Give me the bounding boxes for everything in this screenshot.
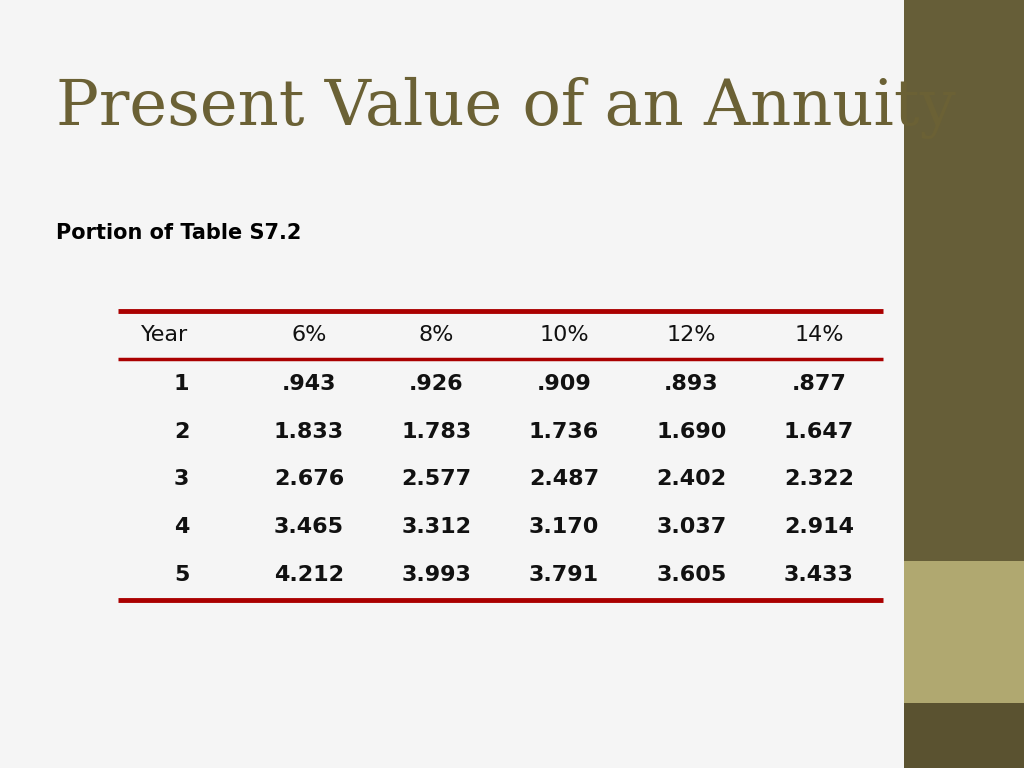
Text: 3.993: 3.993 — [401, 564, 471, 584]
Text: Portion of Table S7.2: Portion of Table S7.2 — [56, 223, 302, 243]
Text: 6%: 6% — [291, 325, 327, 346]
Text: 4: 4 — [174, 517, 189, 537]
Text: 1.783: 1.783 — [401, 422, 472, 442]
Bar — [0, 0, 904, 768]
Text: 3.170: 3.170 — [528, 517, 599, 537]
Text: .877: .877 — [792, 374, 847, 394]
Text: 3.037: 3.037 — [656, 517, 727, 537]
Text: 1.736: 1.736 — [528, 422, 599, 442]
Text: 2.676: 2.676 — [273, 469, 344, 489]
Text: 12%: 12% — [667, 325, 716, 346]
Bar — [904, 0, 1024, 561]
Text: 3.465: 3.465 — [274, 517, 344, 537]
Text: 3.791: 3.791 — [529, 564, 599, 584]
Bar — [904, 703, 1024, 768]
Text: 2.322: 2.322 — [784, 469, 854, 489]
Text: 2.487: 2.487 — [529, 469, 599, 489]
Text: 10%: 10% — [540, 325, 589, 346]
Text: .943: .943 — [282, 374, 336, 394]
Text: .909: .909 — [537, 374, 591, 394]
Text: .893: .893 — [665, 374, 719, 394]
Text: 2.402: 2.402 — [656, 469, 726, 489]
Text: Present Value of an Annuity: Present Value of an Annuity — [56, 77, 956, 139]
Text: 3.433: 3.433 — [784, 564, 854, 584]
Text: 4.212: 4.212 — [274, 564, 344, 584]
Text: 3: 3 — [174, 469, 189, 489]
Text: 2: 2 — [174, 422, 189, 442]
Text: 1.833: 1.833 — [274, 422, 344, 442]
Text: 3.605: 3.605 — [656, 564, 727, 584]
Text: 5: 5 — [174, 564, 189, 584]
Text: 14%: 14% — [795, 325, 844, 346]
Text: 2.577: 2.577 — [401, 469, 471, 489]
Text: 1.690: 1.690 — [656, 422, 727, 442]
Text: 8%: 8% — [419, 325, 455, 346]
Text: 3.312: 3.312 — [401, 517, 471, 537]
Text: Year: Year — [140, 325, 188, 346]
Bar — [904, 561, 1024, 703]
Text: 2.914: 2.914 — [784, 517, 854, 537]
Text: 1.647: 1.647 — [783, 422, 854, 442]
Text: 1: 1 — [174, 374, 189, 394]
Text: .926: .926 — [410, 374, 464, 394]
